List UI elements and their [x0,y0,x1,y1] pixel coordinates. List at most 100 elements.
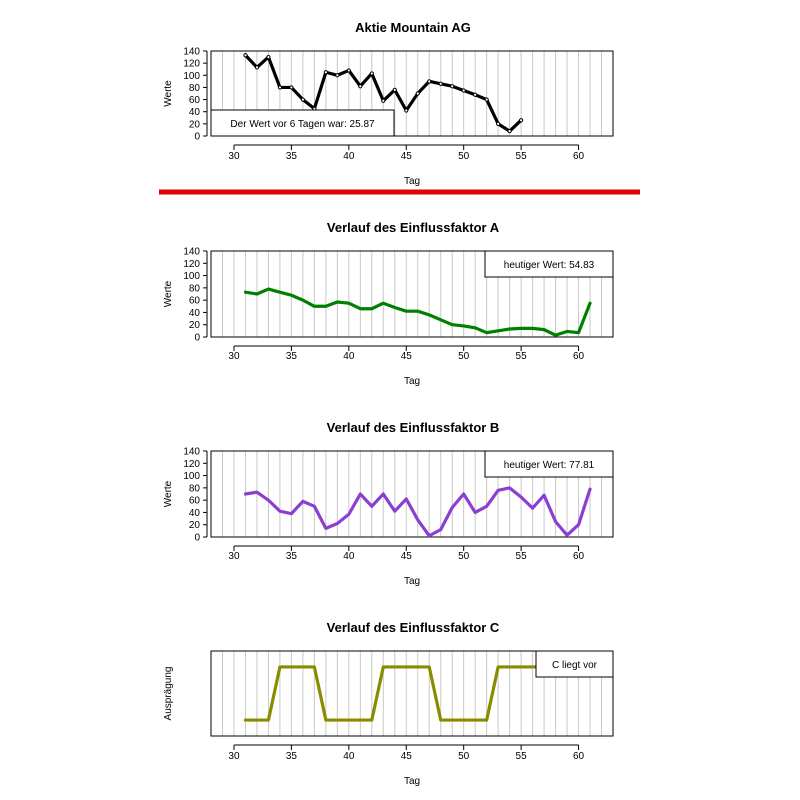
chart-factor-b: Verlauf des Einflussfaktor B 30 35 40 45 50 55… [163,420,614,587]
y-tick-label: 80 [189,483,201,494]
x-tick-label: 35 [286,351,298,362]
x-tick-label: 50 [458,751,470,762]
data-point [519,118,524,123]
x-tick-label: 50 [458,551,470,562]
x-tick-label: 50 [458,151,470,162]
plot-frame [210,450,614,538]
x-axis-label: Tag [404,576,420,587]
data-point [438,81,443,86]
data-point [335,73,340,78]
y-tick-label: 100 [183,271,200,282]
legend-box [484,250,614,278]
data-point [300,97,305,102]
x-tick-label: 60 [573,551,585,562]
y-tick-label: 140 [183,247,200,258]
y-axis-label: Werte [163,80,174,107]
x-tick-label: 30 [228,551,240,562]
series-line [243,287,592,337]
plot-frame [210,650,614,737]
x-axis-label: Tag [404,176,420,187]
x-tick-label: 55 [516,751,528,762]
x-tick-label: 40 [343,151,355,162]
data-point [254,65,260,70]
y-tick-label: 80 [189,83,201,94]
x-tick-label: 45 [401,751,413,762]
y-axis-label: Werte [163,480,174,507]
data-point [496,121,501,126]
y-tick-label: 120 [183,59,200,70]
x-tick-label: 55 [516,151,528,162]
legend-text: heutiger Wert: 77.81 [504,460,595,471]
y-tick-label: 100 [183,71,200,82]
legend-box [535,650,614,678]
x-tick-label: 45 [401,351,413,362]
series-line [243,486,592,538]
y-tick-label: 60 [189,95,201,106]
data-point [404,108,409,113]
y-tick-label: 0 [194,533,200,544]
x-tick-label: 40 [343,551,355,562]
x-tick-label: 35 [286,551,298,562]
x-tick-label: 35 [286,151,298,162]
x-tick-label: 30 [228,151,240,162]
y-tick-label: 60 [189,296,201,307]
chart-title: Verlauf des Einflussfaktor A [327,220,500,235]
y-tick-label: 140 [183,47,200,58]
data-point [369,71,374,76]
data-point [507,129,512,134]
data-point [484,97,489,102]
y-tick-label: 0 [194,132,200,143]
data-point [243,53,248,58]
y-tick-label: 40 [189,508,201,519]
data-point [277,85,283,90]
x-tick-label: 50 [458,351,470,362]
y-tick-label: 20 [189,520,201,531]
x-tick-label: 45 [401,551,413,562]
x-tick-label: 30 [228,751,240,762]
data-point [358,84,363,89]
y-tick-label: 120 [183,459,200,470]
chart-factor-a: Verlauf des Einflussfaktor A 30 35 40 45 50 55… [163,220,614,387]
data-point [461,88,466,93]
data-point [346,68,351,73]
plot-frame [210,250,614,338]
data-point [266,54,271,60]
legend-text: heutiger Wert: 54.83 [504,260,595,271]
y-tick-label: 40 [189,308,201,319]
x-tick-label: 60 [573,351,585,362]
y-axis-label: Werte [163,280,174,307]
data-point [392,87,397,92]
data-point [427,79,432,84]
data-point [450,84,455,89]
y-tick-label: 100 [183,471,200,482]
x-tick-label: 40 [343,751,355,762]
y-tick-label: 140 [183,447,200,458]
x-axis-label: Tag [404,376,420,387]
data-point [381,98,386,103]
y-tick-label: 0 [194,333,200,344]
data-point [289,85,294,90]
x-tick-label: 40 [343,351,355,362]
legend-box [210,109,395,137]
data-point [323,70,328,75]
legend-box [484,450,614,478]
x-tick-label: 45 [401,151,413,162]
y-tick-label: 40 [189,107,201,118]
y-axis-label: Ausprägung [163,667,174,721]
y-tick-label: 60 [189,496,201,507]
chart-title: Verlauf des Einflussfaktor B [327,420,500,435]
data-point [473,92,478,97]
y-tick-label: 120 [183,259,200,270]
x-tick-label: 30 [228,351,240,362]
chart-title: Verlauf des Einflussfaktor C [327,620,500,635]
chart-factor-c: Verlauf des Einflussfaktor C 30 35 40 45 50 55… [163,620,614,787]
data-point [415,91,420,96]
x-axis-label: Tag [404,776,420,787]
chart-title: Aktie Mountain AG [355,20,471,35]
x-tick-label: 55 [516,351,528,362]
x-tick-label: 60 [573,751,585,762]
x-tick-label: 55 [516,551,528,562]
